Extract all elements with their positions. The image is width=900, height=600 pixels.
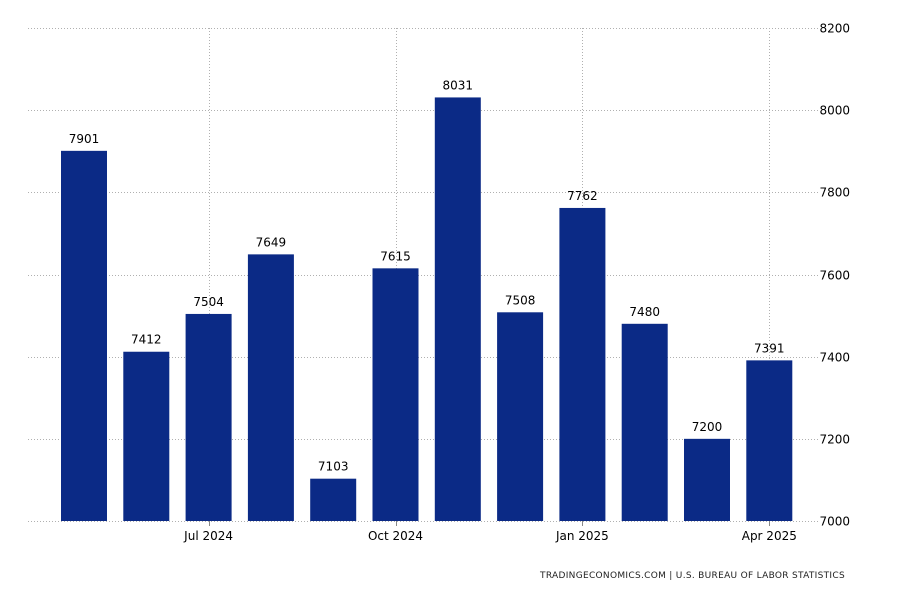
y-tick-label: 7600 (819, 269, 850, 283)
data-labels: 7901 7412 7504 7649 7103 7615 8031 7508 7762 7480… (69, 78, 785, 473)
data-label: 7615 (380, 249, 411, 263)
x-tick-label: Oct 2024 (368, 529, 423, 543)
bar (684, 438, 730, 521)
data-label: 8031 (443, 78, 474, 92)
data-label: 7103 (318, 460, 349, 474)
data-label: 7762 (567, 189, 598, 203)
source-credit: TRADINGECONOMICS.COM | U.S. BUREAU OF LA… (540, 571, 845, 581)
bar (746, 360, 793, 521)
y-tick-label: 7000 (819, 515, 850, 529)
y-tick-label: 8000 (819, 104, 850, 118)
data-label: 7391 (754, 341, 785, 355)
y-tick-label: 7200 (819, 433, 850, 447)
bar (621, 323, 668, 521)
data-label: 7200 (692, 420, 723, 434)
y-tick-label: 7800 (819, 186, 850, 200)
data-label: 7901 (69, 132, 100, 146)
bar (123, 351, 170, 521)
bar (372, 268, 419, 521)
bars (61, 97, 793, 521)
bar (185, 313, 232, 521)
bar (61, 150, 107, 521)
data-label: 7480 (629, 305, 660, 319)
y-axis-ticks: 7000 7200 7400 7600 7800 8000 8200 (819, 22, 850, 529)
x-tick-label: Apr 2025 (742, 529, 797, 543)
data-label: 7412 (131, 333, 162, 347)
x-tick-label: Jul 2024 (183, 529, 233, 543)
y-tick-label: 8200 (819, 22, 850, 36)
data-label: 7508 (505, 293, 536, 307)
bar (497, 312, 544, 521)
bar (559, 207, 606, 521)
data-label: 7504 (193, 295, 224, 309)
bar (310, 478, 357, 521)
y-tick-label: 7400 (819, 351, 850, 365)
x-tick-label: Jan 2025 (555, 529, 609, 543)
data-label: 7649 (256, 235, 287, 249)
x-axis-ticks: Jul 2024 Oct 2024 Jan 2025 Apr 2025 (183, 529, 797, 543)
bar (434, 97, 481, 521)
bar (247, 254, 294, 521)
